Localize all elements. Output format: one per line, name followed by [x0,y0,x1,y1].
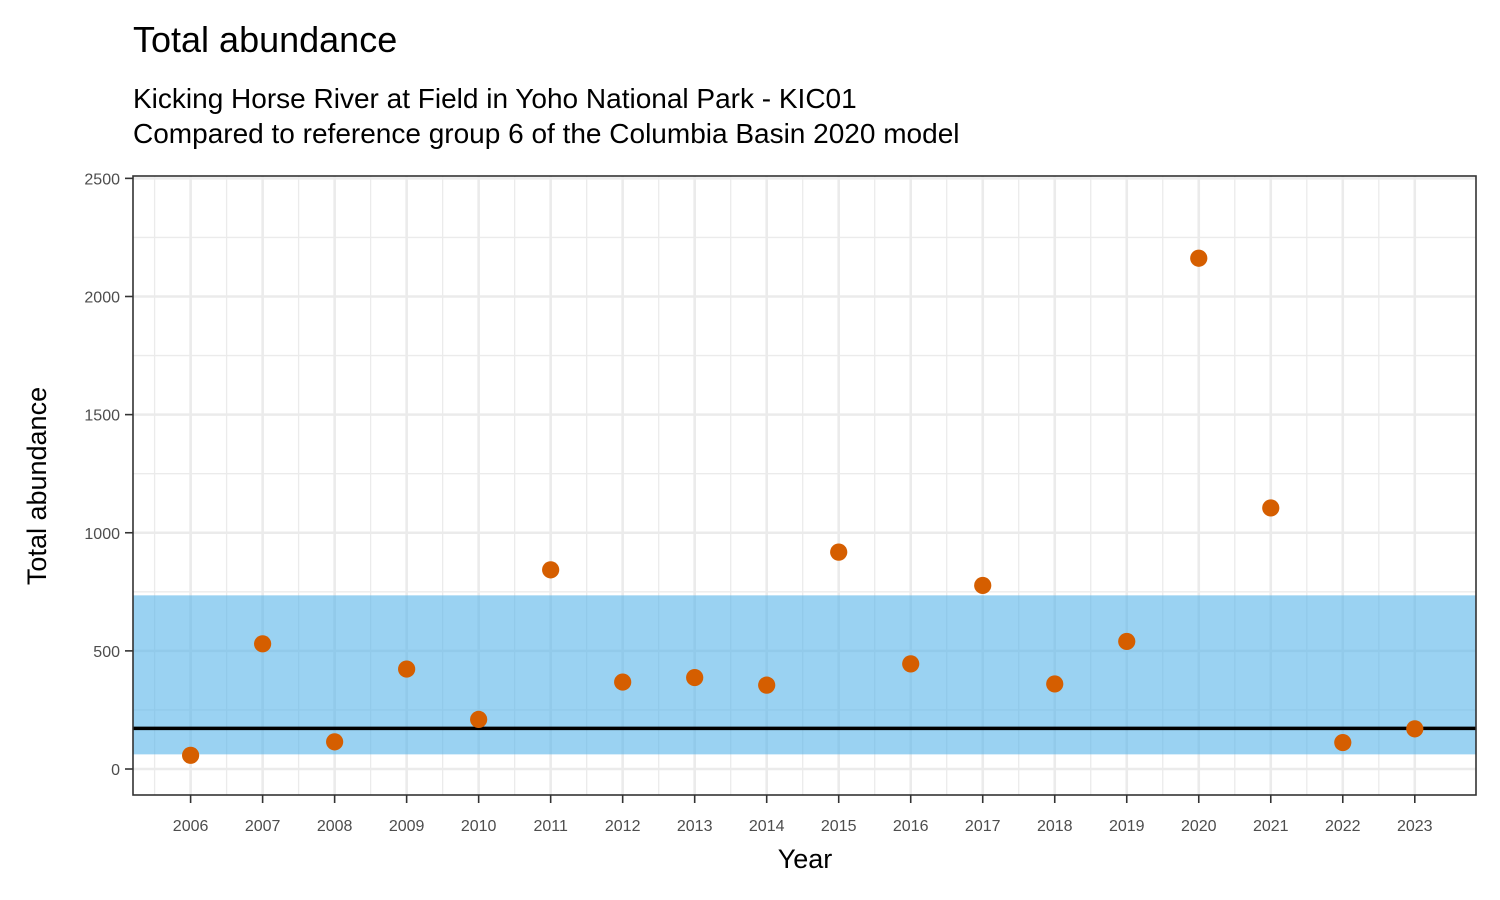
y-axis-ticks: 0 500 1000 1500 2000 2500 [84,171,133,779]
data-point [686,668,704,687]
x-tick-label: 2014 [749,818,785,835]
x-axis-ticks: 2006 2007 2008 2009 2010 2011 2012 2013 2014 2015… [173,795,1433,835]
data-point [614,673,632,691]
x-tick-label: 2017 [965,818,1001,835]
x-tick-label: 2007 [245,818,281,835]
data-point [1262,499,1280,517]
data-point [1046,675,1064,693]
data-point [1334,733,1352,752]
panel-border [132,175,1477,796]
x-tick-label: 2018 [1037,818,1073,835]
x-tick-label: 2019 [1109,818,1145,835]
y-tick-label: 1000 [84,526,120,543]
data-point [830,543,848,561]
data-points [182,249,1424,764]
reference-band [133,595,1476,755]
reference-band-rect [133,595,1476,755]
panel-frame [132,175,1477,796]
data-point [182,746,200,764]
x-tick-label: 2022 [1325,818,1361,835]
x-tick-label: 2008 [317,818,353,835]
x-tick-label: 2016 [893,818,929,835]
x-axis-title: Year [778,844,833,874]
data-point [470,710,488,728]
y-tick-label: 2000 [84,289,120,306]
x-tick-label: 2006 [173,818,209,835]
chart-subtitle-line-2: Compared to reference group 6 of the Col… [133,118,960,149]
y-tick-label: 500 [93,644,120,661]
x-tick-label: 2021 [1253,818,1289,835]
data-point [398,660,416,678]
x-tick-label: 2013 [677,818,713,835]
data-point [1118,632,1136,651]
chart-subtitle-line-1: Kicking Horse River at Field in Yoho Nat… [133,83,857,114]
x-tick-label: 2015 [821,818,857,835]
data-point [1190,249,1208,267]
data-point [902,655,920,673]
data-point [326,733,344,751]
chart-title: Total abundance [133,19,397,60]
data-point [758,676,776,694]
data-point [542,561,560,579]
x-tick-label: 2012 [605,818,641,835]
y-axis-title: Total abundance [22,387,52,585]
data-point [1406,720,1424,738]
data-point [974,576,992,595]
data-point [254,635,272,653]
x-tick-label: 2011 [533,818,568,835]
y-tick-label: 0 [111,762,120,779]
x-tick-label: 2010 [461,818,497,835]
x-tick-label: 2023 [1397,818,1433,835]
x-tick-label: 2009 [389,818,425,835]
y-tick-label: 2500 [84,171,120,188]
x-tick-label: 2020 [1181,818,1217,835]
y-tick-label: 1500 [84,408,120,425]
